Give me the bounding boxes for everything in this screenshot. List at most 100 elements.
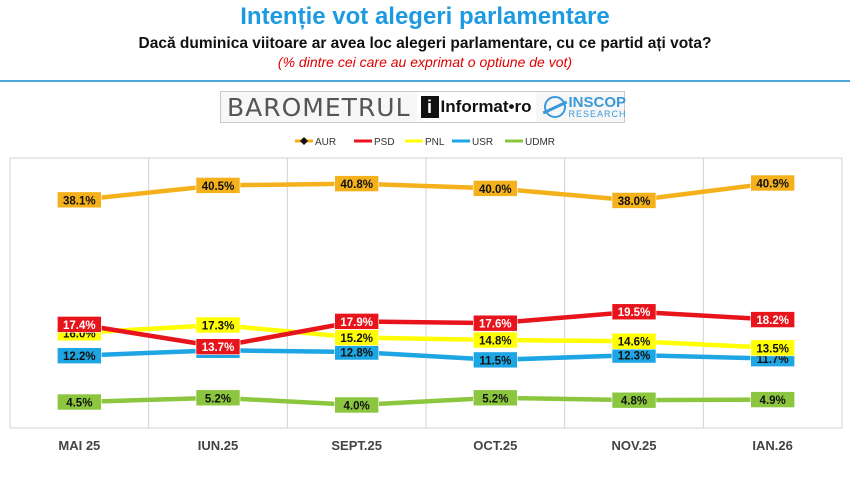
data-label-aur-mai-25: 38.1% (57, 191, 102, 209)
data-label-pnl-nov-25: 14.6% (611, 332, 657, 350)
data-label-text: 12.8% (340, 348, 373, 360)
data-label-text: 40.9% (756, 179, 789, 191)
data-label-box (195, 316, 241, 334)
legend-item-psd: PSD (354, 137, 395, 148)
data-label-udmr-iun-25: 5.2% (195, 389, 241, 407)
data-label-pnl-iun-25: 17.3% (195, 316, 241, 334)
x-tick-label-sept-25: SEPT.25 (331, 438, 382, 453)
informat-logo-text: Informat•ro (440, 97, 532, 116)
data-label-udmr-ian-26: 4.9% (750, 391, 795, 408)
data-label-text: 18.2% (756, 315, 789, 327)
data-label-usr-oct-25: 11.5% (473, 351, 518, 369)
data-label-aur-nov-25: 38.0% (611, 192, 657, 209)
data-label-box (611, 332, 657, 350)
inscop-logo-text: INSCOP (568, 94, 627, 111)
data-label-box (334, 175, 379, 192)
legend-item-usr: USR (452, 137, 493, 148)
data-label-text: 4.9% (760, 395, 786, 407)
barometrul-logo: BAROMETRUL (227, 92, 411, 122)
data-label-text: 4.5% (66, 397, 92, 409)
data-label-usr-sept-25: 12.8% (334, 343, 379, 361)
data-label-usr-mai-25: 12.2% (57, 347, 102, 364)
series-line-psd (77, 309, 775, 349)
data-label-udmr-mai-25: 4.5% (57, 393, 102, 411)
legend-marker-aur (300, 137, 308, 145)
data-label-box (57, 316, 102, 333)
data-label-text: 15.2% (340, 333, 373, 345)
data-label-aur-iun-25: 40.5% (195, 177, 241, 194)
data-label-aur-sept-25: 40.8% (334, 175, 379, 192)
data-label-udmr-sept-25: 4.0% (334, 396, 379, 414)
data-label-box (611, 192, 657, 209)
data-label-psd-iun-25: 13.7% (195, 338, 241, 355)
legend-label-udmr: UDMR (525, 137, 555, 148)
data-label-psd-sept-25: 17.9% (334, 313, 379, 330)
data-label-psd-nov-25: 19.5% (611, 303, 657, 321)
data-label-box (334, 313, 379, 330)
data-label-text: 5.2% (482, 393, 508, 405)
data-label-text: 12.3% (618, 351, 651, 363)
data-label-aur-oct-25: 40.0% (473, 180, 518, 197)
x-tick-label-nov-25: NOV.25 (611, 438, 656, 453)
data-label-text: 4.0% (344, 401, 370, 413)
data-label-text: 14.8% (479, 336, 512, 348)
data-label-text: 19.5% (618, 307, 651, 319)
data-label-text: 17.6% (479, 319, 512, 331)
data-label-text: 40.8% (340, 179, 373, 191)
legend-label-aur: AUR (315, 137, 336, 148)
x-tick-label-iun-25: IUN.25 (198, 438, 238, 453)
data-label-text: 17.9% (340, 317, 373, 329)
data-label-psd-oct-25: 17.6% (473, 314, 518, 332)
x-tick-label-mai-25: MAI 25 (58, 438, 100, 453)
data-label-text: 38.0% (618, 196, 651, 208)
data-label-usr-nov-25: 12.3% (611, 346, 657, 364)
data-label-box (57, 191, 102, 209)
data-label-box (750, 311, 795, 328)
series-line-udmr (77, 395, 775, 408)
data-label-pnl-oct-25: 14.8% (473, 331, 518, 349)
informat-i-icon: i (420, 96, 439, 118)
data-label-text: 14.6% (618, 337, 651, 349)
data-label-box (473, 331, 518, 349)
data-label-pnl-sept-25: 15.2% (334, 329, 379, 346)
data-label-box (473, 351, 518, 369)
data-label-box (611, 391, 657, 409)
legend-label-pnl: PNL (425, 137, 445, 148)
data-label-box (195, 338, 241, 355)
data-label-text: 4.8% (621, 396, 647, 408)
grid (9, 157, 843, 429)
data-label-psd-mai-25: 17.4% (57, 316, 102, 333)
data-label-box (473, 314, 518, 332)
data-label-box (611, 303, 657, 321)
legend-label-usr: USR (472, 137, 493, 148)
series-lines (77, 180, 775, 408)
page-note: (% dintre cei care au exprimat o optiune… (277, 54, 573, 70)
data-label-text: 17.3% (202, 320, 235, 332)
inscop-logo-subtext: RESEARCH (568, 109, 627, 119)
data-label-box (473, 389, 518, 407)
logo-bar: BAROMETRUL i Informat•ro INSCOP RESEARCH (220, 91, 627, 123)
page-subtitle: Dacă duminica viitoare ar avea loc alege… (138, 35, 712, 52)
data-label-text: 17.4% (63, 320, 96, 332)
data-label-box (195, 177, 241, 194)
data-label-box (57, 347, 102, 364)
legend-item-aur: AUR (295, 137, 336, 148)
data-label-text: 11.7% (757, 354, 789, 366)
data-label-text: 40.5% (202, 181, 235, 193)
data-label-udmr-nov-25: 4.8% (611, 391, 657, 409)
data-label-text: 12.2% (63, 351, 96, 363)
legend: AUR PSD PNL USR UDMR (295, 137, 555, 148)
legend-label-psd: PSD (374, 137, 395, 148)
data-label-text: 40.0% (479, 184, 512, 196)
data-label-text: 13.5% (756, 343, 789, 355)
inscop-logo: INSCOP RESEARCH (536, 95, 627, 119)
data-label-text: 5.2% (205, 393, 231, 405)
legend-item-pnl: PNL (405, 137, 445, 148)
series-line-aur (77, 180, 775, 203)
data-label-udmr-oct-25: 5.2% (473, 389, 518, 407)
header-divider (0, 80, 850, 82)
data-label-box (57, 393, 102, 411)
inscop-globe-icon (543, 96, 566, 118)
informat-logo: i Informat•ro (416, 92, 536, 122)
